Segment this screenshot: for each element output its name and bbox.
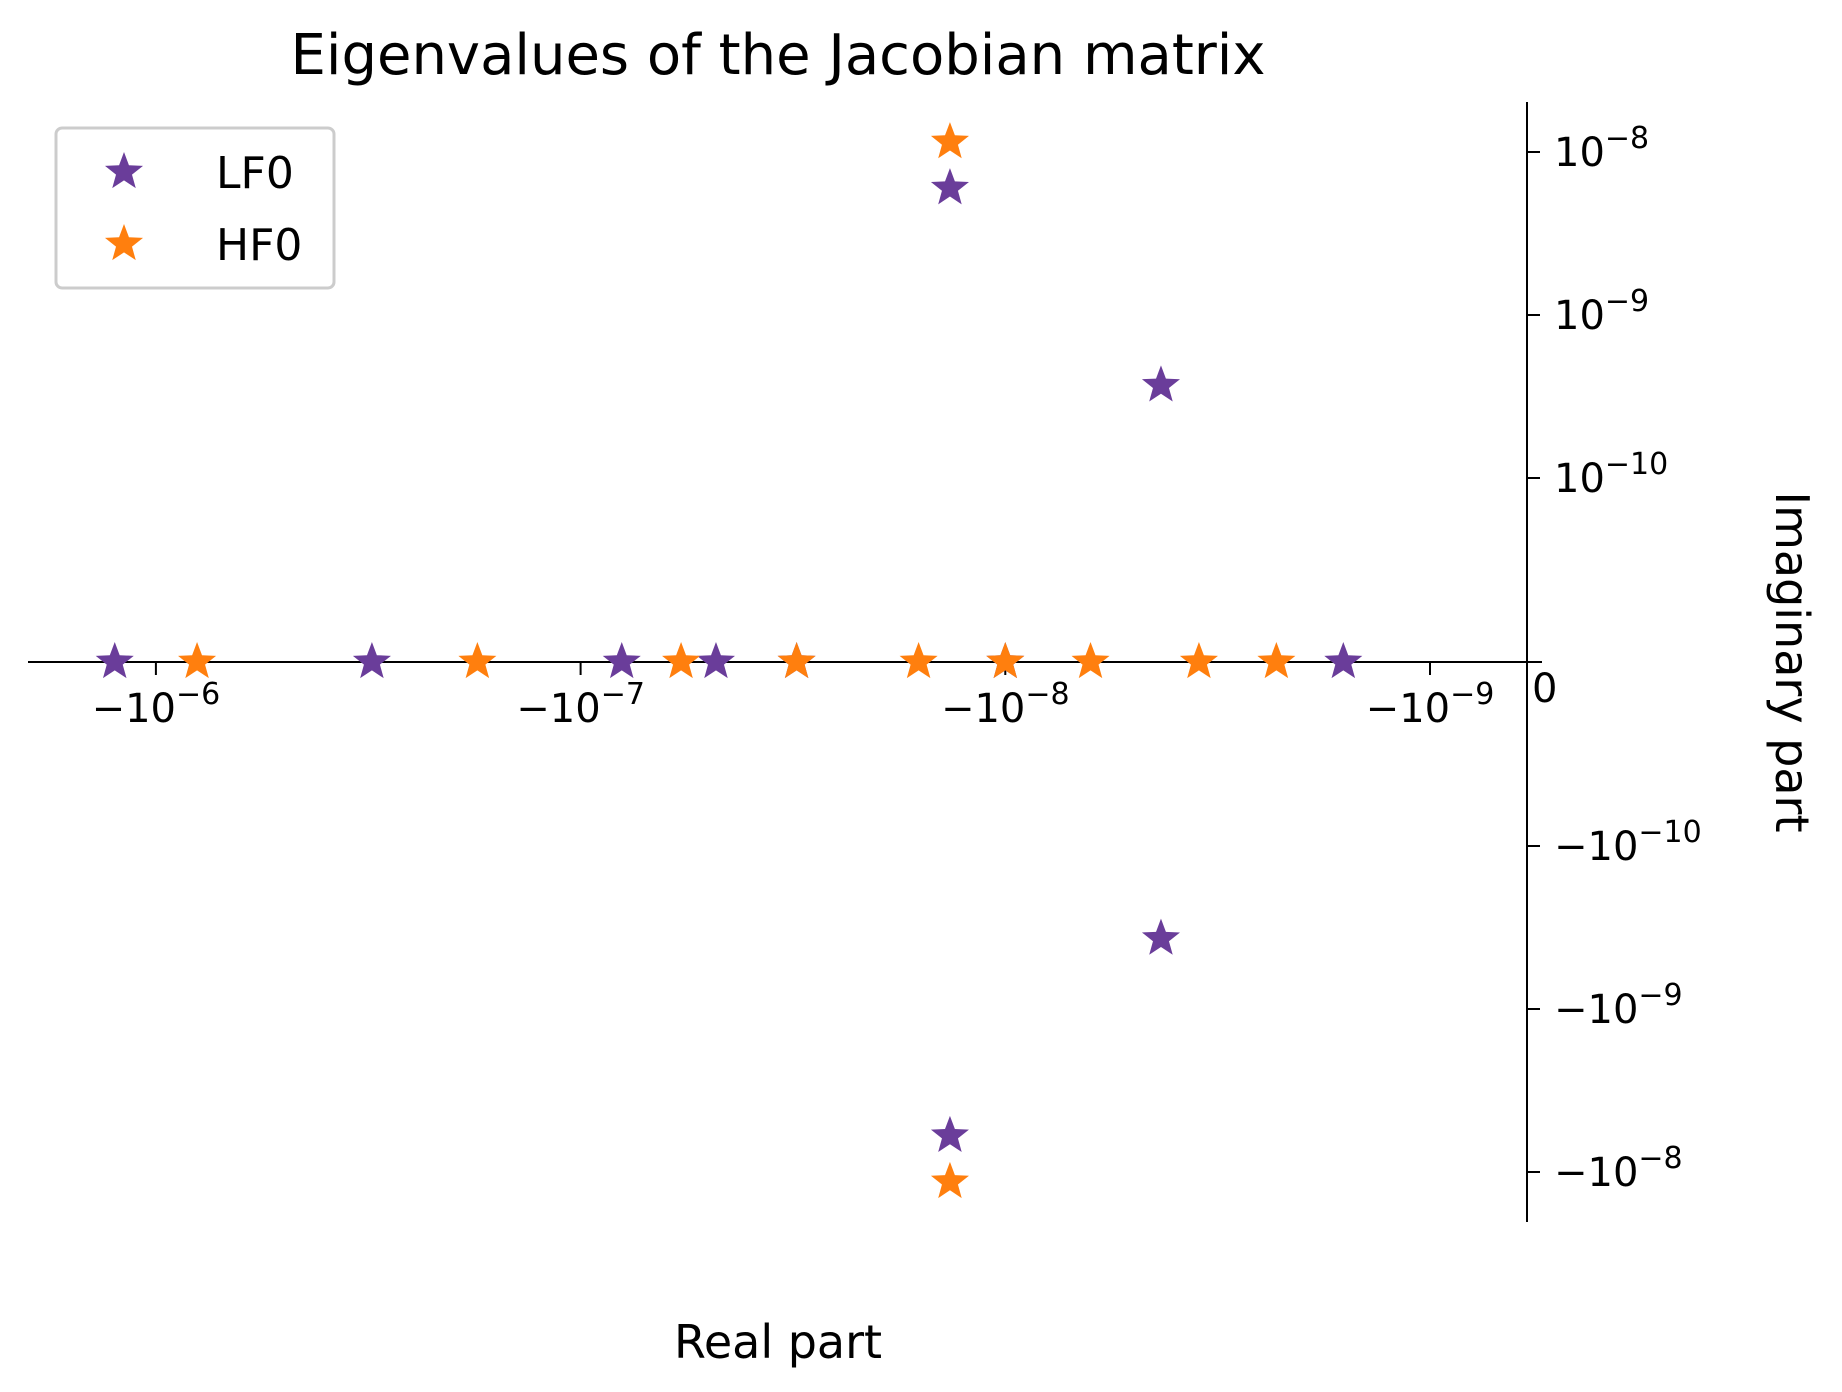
y-tick-label-base: 10 [1554,130,1605,176]
point-hf0 [986,642,1025,679]
x-tick-label: −10−7 [516,677,645,732]
point-lf0 [1324,642,1363,679]
point-lf0 [352,642,391,679]
x-ticks: −10−6 −10−7 −10−8 −10−9 [92,662,1495,732]
y-tick-label-base: 10 [1554,456,1605,502]
y-tick-label-exponent: −8 [1638,1141,1682,1176]
y-tick-label-exponent: −10 [1605,447,1668,482]
legend-marker-hf0 [104,224,144,261]
x-tick-label-base: −10 [1366,686,1450,732]
legend-marker-lf0 [104,152,144,189]
point-hf0 [777,642,816,679]
y-tick-label-exponent: −9 [1638,978,1682,1013]
point-lf0 [696,642,735,679]
x-tick-label-base: −10 [516,686,600,732]
zero-tick-label: 0 [1532,666,1557,712]
point-hf0 [930,122,969,159]
y-tick-label: 10−8 [1554,121,1649,176]
point-lf0 [930,1115,969,1153]
point-hf0 [1071,642,1110,679]
y-tick-label: 10−9 [1554,284,1649,339]
point-lf0 [930,168,969,205]
x-tick-label-base: −10 [92,686,176,732]
y-tick-label-base: −10 [1554,824,1638,870]
x-tick-label-base: −10 [941,686,1025,732]
y-tick-label: −10−10 [1554,815,1702,870]
y-tick-label-exponent: −8 [1605,121,1649,156]
x-tick-label: −10−6 [92,677,221,732]
y-tick-label: −10−9 [1554,978,1683,1033]
x-tick-label-exponent: −7 [601,677,645,712]
x-tick-label-exponent: −9 [1450,677,1494,712]
x-tick-label-exponent: −8 [1025,677,1069,712]
y-tick-label-base: −10 [1554,987,1638,1033]
point-hf0 [899,642,938,679]
y-ticks: 10−810−910−10−10−10−10−9−10−8 [1527,121,1702,1196]
axes [28,102,1542,1222]
point-hf0 [458,642,497,679]
x-axis-label: Real part [674,1315,882,1369]
x-tick-label-exponent: −6 [176,677,220,712]
point-hf0 [178,642,217,679]
y-tick-label-exponent: −10 [1638,815,1701,850]
y-tick-label: 10−10 [1554,447,1668,502]
legend-label-lf0: LF0 [216,148,294,199]
y-axis-label: Imaginary part [1765,492,1819,833]
y-tick-label: −10−8 [1554,1141,1683,1196]
point-lf0 [602,642,641,679]
x-tick-label: −10−8 [941,677,1070,732]
point-lf0 [1141,365,1180,402]
point-lf0 [1141,918,1180,955]
y-tick-label-base: 10 [1554,293,1605,339]
point-hf0 [1179,642,1218,679]
y-tick-label-base: −10 [1554,1150,1638,1196]
point-hf0 [1257,642,1296,679]
point-lf0 [95,642,134,679]
x-tick-label: −10−9 [1366,677,1495,732]
point-hf0 [930,1161,969,1199]
legend-label-hf0: HF0 [216,220,302,271]
point-hf0 [662,642,701,679]
data-points [95,122,1363,1199]
chart-title: Eigenvalues of the Jacobian matrix [291,23,1266,88]
y-tick-label-exponent: −9 [1605,284,1649,319]
